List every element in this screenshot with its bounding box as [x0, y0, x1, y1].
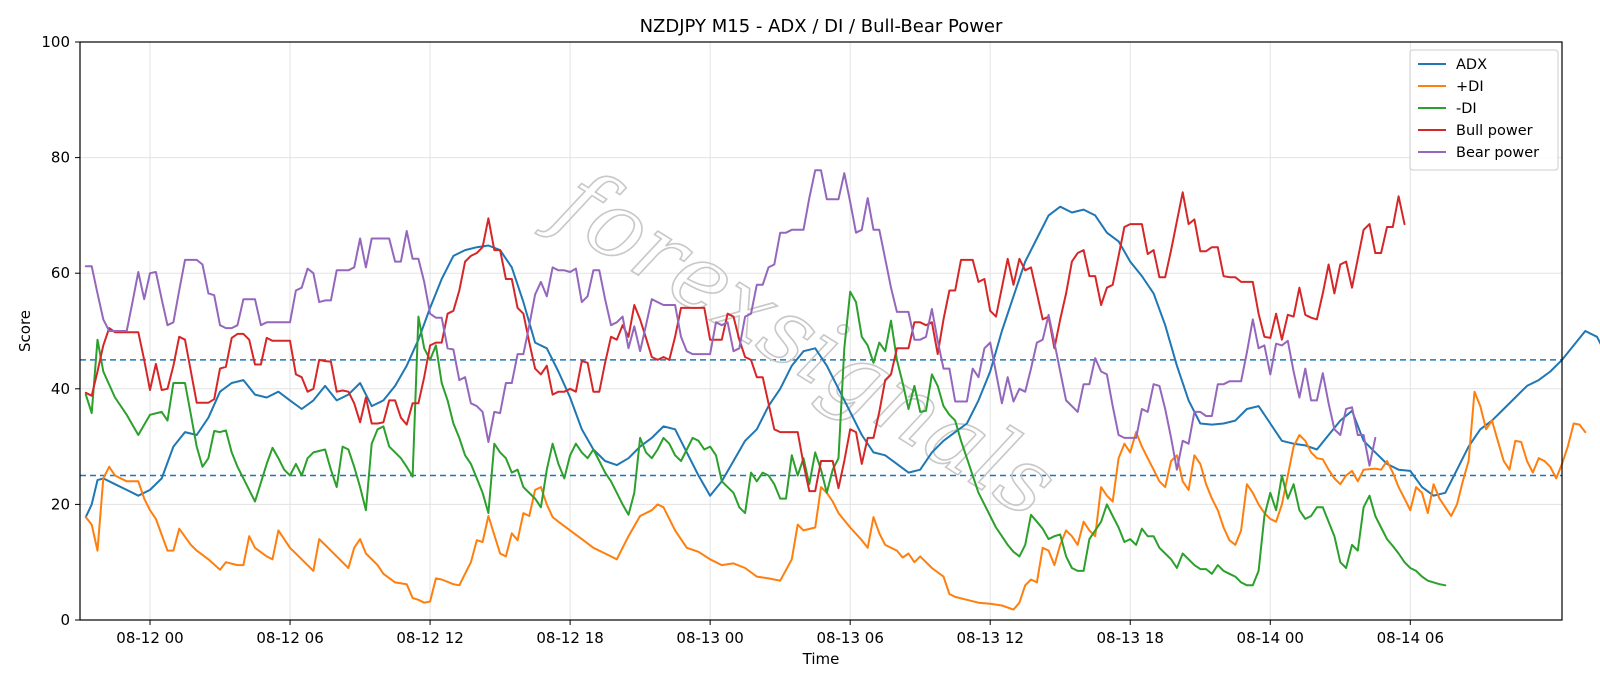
legend-frame: [1409, 49, 1559, 171]
plot-frame: [79, 41, 1563, 621]
legend-label: Bear power: [1456, 145, 1539, 161]
x-tick-label: 08-12 00: [116, 629, 183, 647]
y-tick-label: 100: [41, 33, 70, 51]
y-tick-label: 80: [51, 149, 70, 167]
series-line-di: [84, 290, 1447, 587]
legend-label: ADX: [1456, 57, 1487, 73]
series-line-bull-power: [84, 191, 1406, 493]
x-axis: 08-12 00 08-12 06 08-12 12 08-12 18 08-13 00…: [116, 620, 1444, 647]
legend-label: -DI: [1456, 101, 1477, 117]
x-tick-label: 08-13 18: [1097, 629, 1164, 647]
x-tick-label: 08-13 06: [816, 629, 883, 647]
legend: ADX +DI -DI Bull power Bear power: [1409, 49, 1559, 171]
x-tick-label: 08-12 06: [256, 629, 323, 647]
x-tick-label: 08-12 18: [536, 629, 603, 647]
x-tick-label: 08-13 00: [676, 629, 743, 647]
y-tick-label: 40: [51, 380, 70, 398]
threshold-lines: [80, 359, 1562, 477]
series-line-di: [84, 390, 1587, 611]
x-tick-label: 08-12 12: [396, 629, 463, 647]
chart-title: NZDJPY M15 - ADX / DI / Bull-Bear Power: [640, 16, 1003, 37]
y-axis-label: Score: [16, 310, 34, 352]
x-axis-label: Time: [802, 650, 840, 668]
legend-label: Bull power: [1456, 123, 1533, 139]
y-tick-label: 20: [51, 495, 70, 513]
x-tick-label: 08-14 06: [1377, 629, 1444, 647]
legend-label: +DI: [1456, 79, 1484, 95]
x-tick-label: 08-13 12: [956, 629, 1023, 647]
y-tick-label: 60: [51, 264, 70, 282]
y-axis: 0 20 40 60 80 100: [41, 33, 80, 629]
series-group: [84, 169, 1600, 611]
series-line-bear-power: [84, 169, 1377, 471]
series-line-adx: [84, 205, 1600, 519]
y-tick-label: 0: [60, 611, 70, 629]
x-tick-label: 08-14 00: [1237, 629, 1304, 647]
